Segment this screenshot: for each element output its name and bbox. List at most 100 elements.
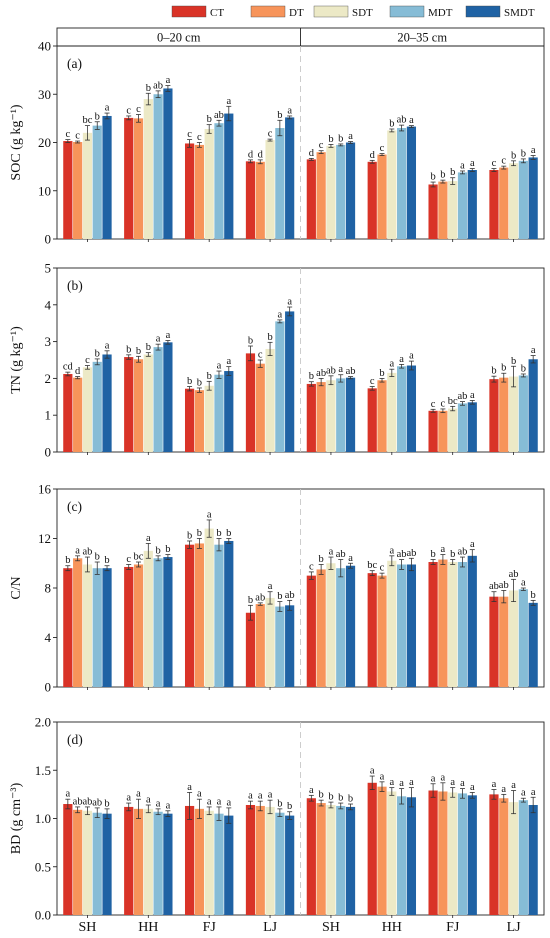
significance-letter: bc xyxy=(448,396,458,407)
significance-letter: b xyxy=(187,376,192,387)
y-tick-label: 4 xyxy=(45,630,52,645)
bar xyxy=(457,403,468,452)
significance-letter: c xyxy=(197,132,202,143)
bar xyxy=(92,812,102,915)
significance-letter: c xyxy=(126,554,131,565)
significance-letter: a xyxy=(126,793,131,804)
bar xyxy=(438,559,448,687)
significance-letter: a xyxy=(287,297,292,308)
bar xyxy=(377,786,387,915)
significance-letter: a xyxy=(460,778,465,789)
significance-letter: a xyxy=(207,796,212,807)
significance-letter: a xyxy=(248,791,253,802)
significance-letter: a xyxy=(348,553,353,564)
bar xyxy=(518,375,528,452)
significance-letter: b xyxy=(197,377,202,388)
significance-letter: a xyxy=(389,777,394,788)
bar xyxy=(73,809,83,915)
significance-letter: a xyxy=(531,345,536,356)
significance-letter: c xyxy=(501,156,506,167)
depth-label-1: 20–35 cm xyxy=(397,31,447,45)
bar xyxy=(326,804,336,915)
bar xyxy=(528,602,538,687)
bar xyxy=(397,796,407,915)
significance-letter: ab xyxy=(499,580,509,591)
significance-letter: c xyxy=(66,129,71,140)
significance-letter: c xyxy=(85,355,90,366)
significance-letter: a xyxy=(501,784,506,795)
bar xyxy=(204,128,214,239)
bar xyxy=(92,568,102,687)
significance-letter: b xyxy=(511,356,516,367)
bar xyxy=(224,113,234,239)
bar xyxy=(63,141,73,239)
significance-letter: c xyxy=(370,376,375,387)
bar xyxy=(499,596,509,687)
significance-letter: a xyxy=(521,788,526,799)
significance-letter: b xyxy=(491,366,496,377)
significance-letter: b xyxy=(338,133,343,144)
significance-letter: b xyxy=(287,801,292,812)
legend-swatch-smdt xyxy=(465,5,501,18)
significance-letter: ab xyxy=(214,110,224,121)
bar xyxy=(133,808,144,915)
bar xyxy=(345,565,356,687)
x-axis-labels: SH HH FJ LJ SH HH FJ LJ xyxy=(78,920,521,935)
bar xyxy=(224,815,234,915)
significance-letter: b xyxy=(207,371,212,382)
bar xyxy=(265,348,275,452)
bar xyxy=(406,365,417,452)
bar xyxy=(153,558,163,687)
significance-letter: b xyxy=(389,118,394,129)
panel-label: (d) xyxy=(67,732,83,747)
significance-letter: a xyxy=(75,545,80,556)
significance-letter: c xyxy=(441,398,446,409)
significance-letter: a xyxy=(309,785,314,796)
significance-letter: a xyxy=(492,779,497,790)
bar xyxy=(377,380,387,452)
significance-letter: ab xyxy=(509,569,519,580)
significance-letter: d xyxy=(75,366,81,377)
significance-letter: ab xyxy=(73,796,83,807)
significance-letter: a xyxy=(348,131,353,142)
significance-letter: c xyxy=(380,143,385,154)
bar xyxy=(489,170,499,239)
bar xyxy=(265,806,275,915)
bar xyxy=(397,366,407,452)
bar xyxy=(255,604,265,687)
significance-letter: a xyxy=(278,309,283,320)
significance-letter: ab xyxy=(326,365,336,376)
significance-letter: a xyxy=(409,351,414,362)
significance-letter: a xyxy=(380,771,385,782)
bar xyxy=(367,782,377,915)
significance-letter: b xyxy=(248,595,253,606)
site-label-6: FJ xyxy=(446,920,460,935)
bar xyxy=(194,808,204,915)
bar xyxy=(438,410,448,452)
significance-letter: b xyxy=(328,792,333,803)
bar xyxy=(367,388,377,452)
bar xyxy=(63,568,73,687)
significance-letter: a xyxy=(166,75,171,86)
significance-letter: a xyxy=(105,340,110,351)
bar xyxy=(285,117,295,239)
y-tick-label: 1.0 xyxy=(35,811,51,826)
significance-letter: a xyxy=(226,96,231,107)
significance-letter: b xyxy=(277,798,282,809)
significance-letter: b xyxy=(126,344,131,355)
significance-letter: a xyxy=(399,354,404,365)
bar xyxy=(345,806,356,915)
bar xyxy=(255,805,265,915)
significance-letter: d xyxy=(258,149,264,160)
significance-letter: ab xyxy=(489,581,499,592)
significance-letter: b xyxy=(521,148,526,159)
bar xyxy=(102,115,112,239)
bar xyxy=(245,804,256,915)
significance-letter: b xyxy=(450,549,455,560)
bar xyxy=(428,790,438,915)
significance-letter: a xyxy=(409,777,414,788)
bar xyxy=(255,363,265,452)
y-tick-label: 0.0 xyxy=(35,908,51,923)
significance-letter: c xyxy=(187,129,192,140)
